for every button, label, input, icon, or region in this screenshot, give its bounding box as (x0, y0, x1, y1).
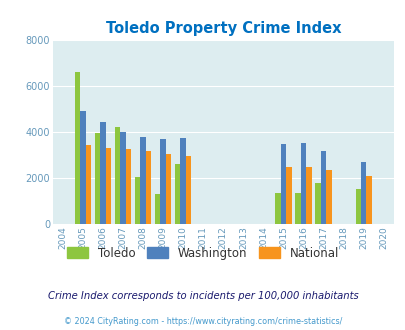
Bar (95, 133, 100, 224)
Bar (360, 162, 366, 224)
Bar (155, 194, 160, 224)
Bar (126, 149, 131, 224)
Bar (295, 193, 300, 224)
Bar (115, 127, 120, 224)
Bar (275, 192, 280, 224)
Bar (326, 170, 331, 224)
Bar (286, 167, 291, 224)
Bar (300, 143, 305, 224)
Bar (120, 132, 126, 224)
Bar (160, 139, 165, 224)
Bar (80, 111, 85, 224)
Bar (175, 164, 180, 224)
Bar (366, 176, 371, 224)
Title: Toledo Property Crime Index: Toledo Property Crime Index (105, 21, 340, 36)
Bar (140, 137, 145, 224)
Text: © 2024 CityRating.com - https://www.cityrating.com/crime-statistics/: © 2024 CityRating.com - https://www.city… (64, 317, 341, 326)
Bar (165, 154, 171, 224)
Bar (180, 138, 185, 224)
Text: Crime Index corresponds to incidents per 100,000 inhabitants: Crime Index corresponds to incidents per… (47, 291, 358, 301)
Bar (185, 156, 191, 224)
Bar (134, 177, 140, 224)
Bar (280, 144, 286, 224)
Bar (105, 148, 111, 224)
Legend: Toledo, Washington, National: Toledo, Washington, National (67, 247, 338, 260)
Bar (305, 167, 311, 224)
Bar (320, 151, 326, 224)
Bar (355, 189, 360, 224)
Bar (315, 183, 320, 224)
Bar (145, 151, 151, 224)
Bar (75, 72, 80, 224)
Bar (85, 146, 91, 224)
Bar (100, 121, 105, 224)
